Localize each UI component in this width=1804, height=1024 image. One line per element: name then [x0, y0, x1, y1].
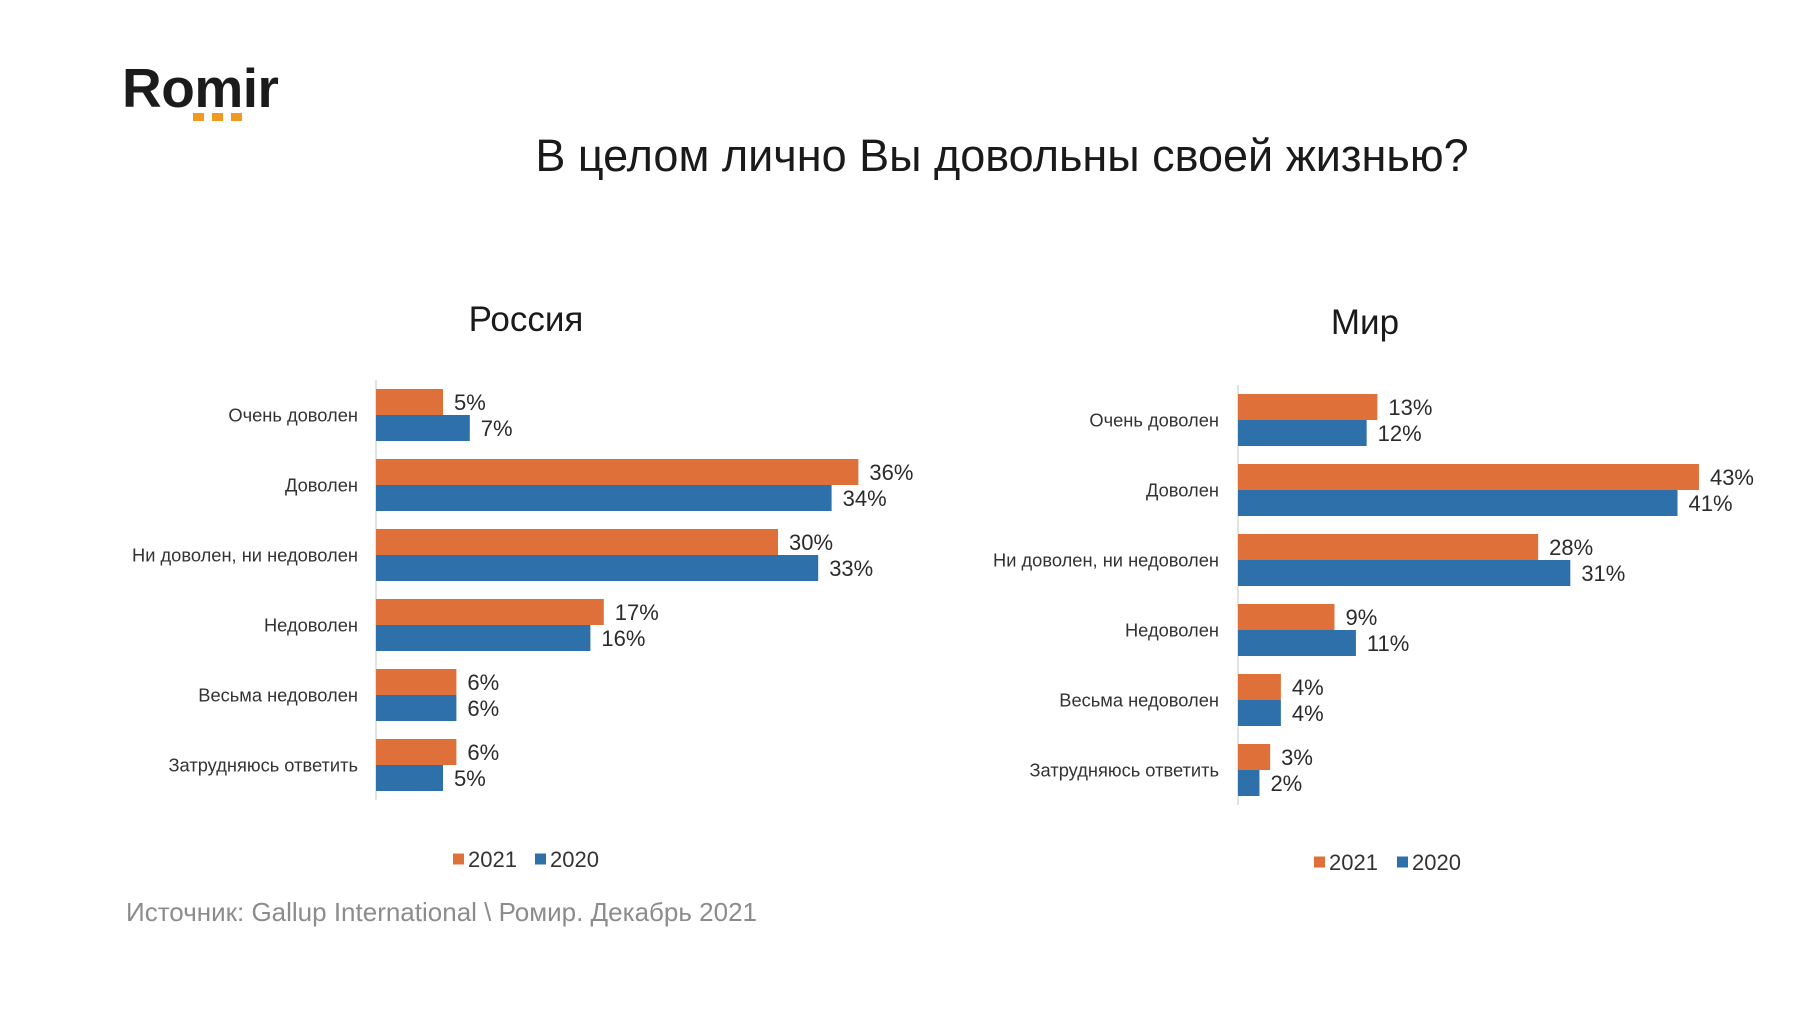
data-label-2021: 6%: [467, 670, 499, 695]
category-label: Очень доволен: [228, 404, 358, 425]
category-label: Ни доволен, ни недоволен: [993, 549, 1219, 570]
bar-2021: [1238, 674, 1281, 700]
data-label-2021: 4%: [1292, 675, 1324, 700]
category-label: Ни доволен, ни недоволен: [132, 544, 358, 565]
bar-2021: [376, 599, 604, 625]
data-label-2020: 31%: [1581, 561, 1625, 586]
data-label-2020: 41%: [1689, 491, 1733, 516]
bar-2021: [1238, 534, 1539, 560]
data-label-2021: 30%: [789, 530, 833, 555]
bar-2020: [376, 765, 443, 791]
slide-title: В целом лично Вы довольны своей жизнью?: [535, 130, 1469, 181]
data-label-2020: 16%: [601, 626, 645, 651]
bar-2021: [376, 389, 443, 415]
bar-2020: [376, 555, 819, 581]
data-label-2020: 12%: [1378, 421, 1422, 446]
data-label-2021: 9%: [1345, 605, 1377, 630]
bar-2021: [1238, 394, 1378, 420]
data-label-2021: 5%: [454, 390, 486, 415]
logo-dot: [193, 113, 204, 121]
bar-2020: [376, 695, 457, 721]
bar-2020: [1238, 420, 1367, 446]
data-label-2021: 36%: [869, 460, 913, 485]
data-label-2020: 34%: [843, 486, 887, 511]
bar-2021: [1238, 464, 1699, 490]
bar-2020: [1238, 560, 1571, 586]
legend-label-2020: 2020: [1412, 850, 1461, 875]
data-label-2020: 2%: [1270, 771, 1302, 796]
data-label-2021: 13%: [1388, 395, 1432, 420]
chart-russia: Россия Очень доволен5%7%Доволен36%34%Ни …: [132, 300, 913, 872]
data-label-2021: 43%: [1710, 465, 1754, 490]
logo-dot: [212, 113, 223, 121]
chart-world: Мир Очень доволен 13%12% Доволен 43%41% Ни д…: [993, 303, 1754, 875]
data-label-2020: 33%: [829, 556, 873, 581]
data-label-2021: 3%: [1281, 745, 1313, 770]
logo-text: Romir: [122, 57, 279, 119]
category-label: Очень доволен: [1089, 409, 1219, 430]
data-label-2020: 7%: [481, 416, 513, 441]
category-label: Затрудняюсь ответить: [1030, 759, 1219, 780]
bar-2021: [376, 459, 859, 485]
bar-2020: [1238, 700, 1281, 726]
data-label-2020: 11%: [1367, 631, 1409, 656]
chart-title-russia: Россия: [469, 300, 584, 339]
data-label-2020: 4%: [1292, 701, 1324, 726]
bar-2021: [1238, 604, 1335, 630]
data-label-2021: 28%: [1549, 535, 1593, 560]
bar-2020: [376, 415, 470, 441]
legend-swatch-2020: [1397, 856, 1408, 868]
bar-2021: [376, 529, 778, 555]
category-label: Недоволен: [264, 614, 358, 635]
legend-label-2021: 2021: [468, 847, 517, 872]
logo-dot: [231, 113, 242, 121]
category-label: Доволен: [285, 474, 358, 495]
bar-2021: [376, 669, 457, 695]
bar-2020: [1238, 770, 1260, 796]
category-label: Весьма недоволен: [198, 684, 358, 705]
category-label: Недоволен: [1125, 619, 1219, 640]
bar-2021: [1238, 744, 1271, 770]
bar-2020: [1238, 490, 1678, 516]
bar-2021: [376, 739, 457, 765]
bar-2020: [1238, 630, 1356, 656]
legend-swatch-2021: [1314, 856, 1325, 868]
data-label-2020: 6%: [467, 696, 499, 721]
legend-label-2020: 2020: [550, 847, 599, 872]
source-note: Источник: Gallup International \ Ромир. …: [126, 897, 757, 927]
legend-label-2021: 2021: [1329, 850, 1378, 875]
bar-2020: [376, 625, 591, 651]
legend-swatch-2020: [535, 853, 546, 865]
chart-title-world: Мир: [1331, 303, 1399, 342]
bar-2020: [376, 485, 832, 511]
category-label: Затрудняюсь ответить: [169, 754, 358, 775]
category-label: Доволен: [1146, 479, 1219, 500]
legend-swatch-2021: [453, 853, 464, 865]
data-label-2021: 6%: [467, 740, 499, 765]
category-label: Весьма недоволен: [1059, 689, 1219, 710]
data-label-2020: 5%: [454, 766, 486, 791]
data-label-2021: 17%: [615, 600, 659, 625]
